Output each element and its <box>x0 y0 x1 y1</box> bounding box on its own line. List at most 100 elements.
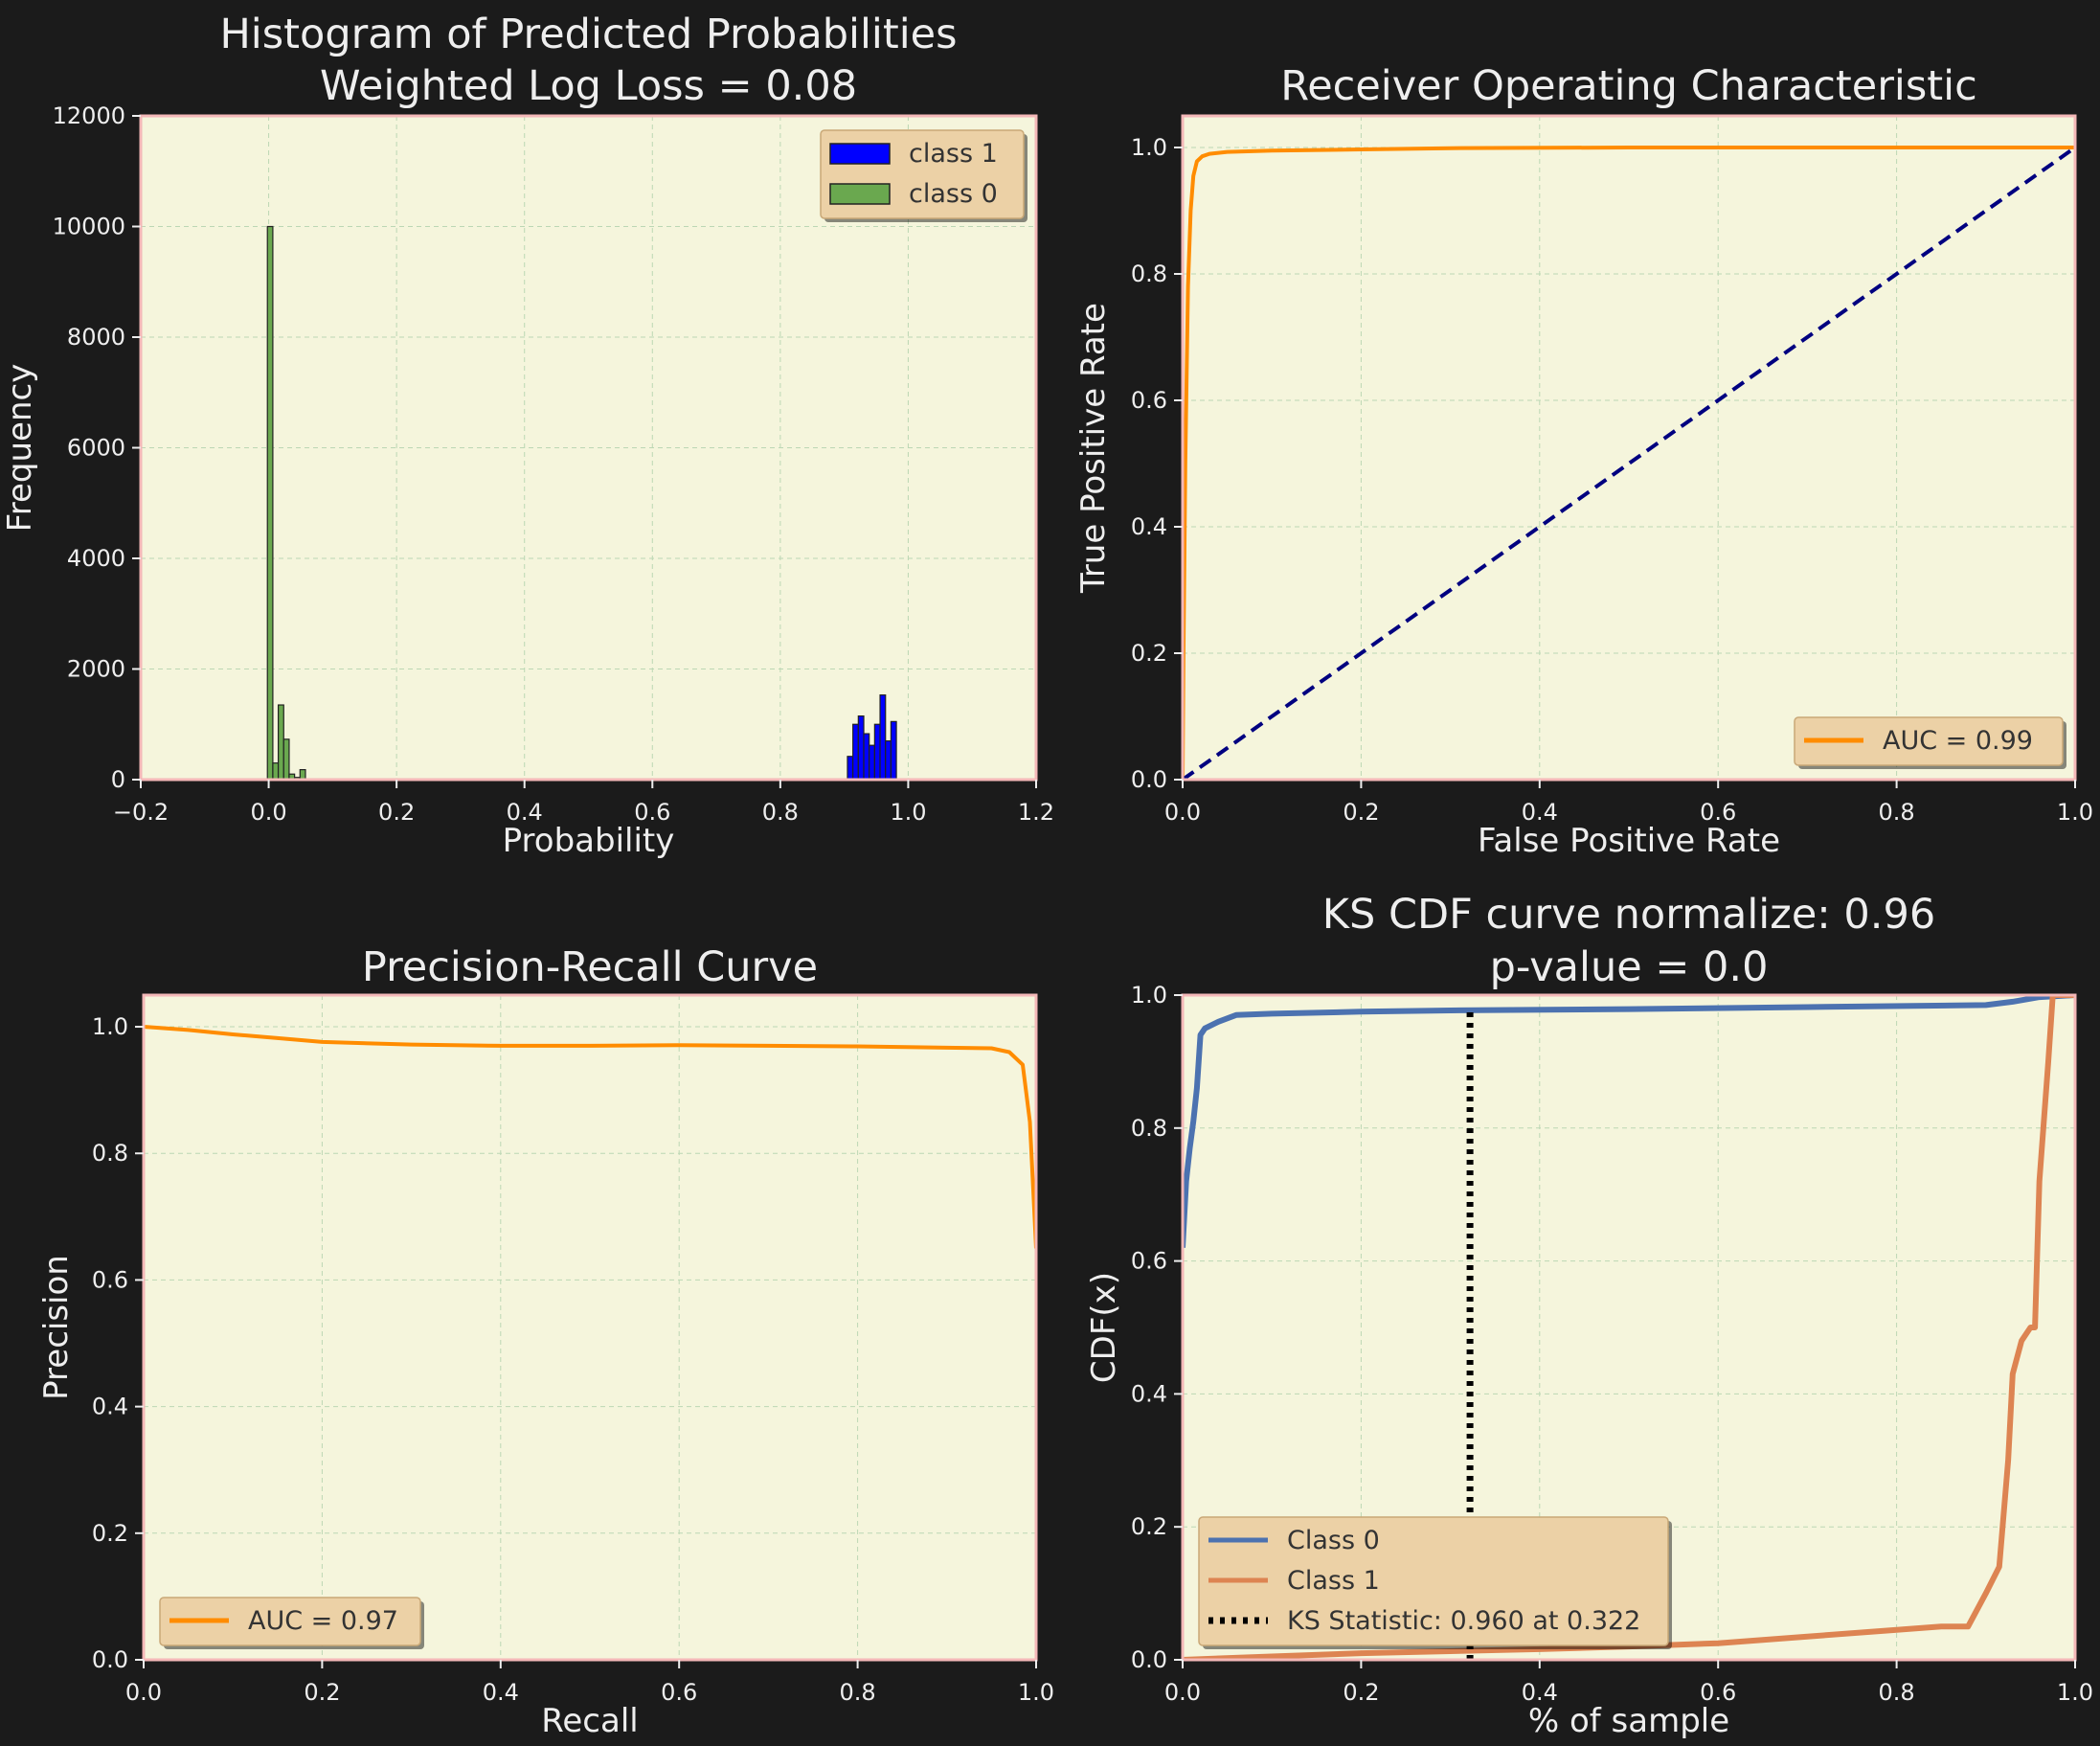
bar-class-1-0 <box>847 756 854 780</box>
x-tick-label: 0.6 <box>661 1679 697 1706</box>
x-tick-label: 0.8 <box>840 1679 876 1706</box>
bar-class-1-8 <box>890 720 897 780</box>
chart-title: Precision-Recall Curve <box>362 943 818 991</box>
x-tick-label: 0.4 <box>483 1679 519 1706</box>
y-tick-label: 6000 <box>67 435 125 462</box>
bar-class-0-6 <box>299 769 306 780</box>
legend: Class 0 Class 1 KS Statistic: 0.960 at 0.3… <box>1198 1516 1672 1649</box>
x-tick-label: 0.8 <box>762 799 799 826</box>
y-tick-label: 12000 <box>53 102 125 129</box>
y-tick-label: 1.0 <box>92 1013 128 1040</box>
legend-label-auc-0-99: AUC = 0.99 <box>1883 726 2033 756</box>
x-tick-label: 0.0 <box>1164 799 1201 826</box>
legend-label-ks-statistic-0-960-at-0-322: KS Statistic: 0.960 at 0.322 <box>1287 1606 1640 1636</box>
bar-class-1-1 <box>852 723 859 780</box>
bar-class-0-3 <box>282 738 290 780</box>
y-tick-label: 0 <box>111 766 125 793</box>
bar-class-1-2 <box>857 714 865 780</box>
plot-frame <box>1181 114 2077 782</box>
legend-label-class-1: Class 1 <box>1287 1566 1380 1596</box>
x-tick-label: 0.6 <box>634 799 670 826</box>
legend-label-auc-0-97: AUC = 0.97 <box>248 1606 398 1636</box>
y-tick-label: 0.6 <box>1131 1248 1167 1275</box>
x-axis-label: Recall <box>541 1702 638 1740</box>
x-tick-label: 1.0 <box>1018 1679 1054 1706</box>
bar-class-0-0 <box>266 225 274 780</box>
line-reference-diagonal <box>1183 146 2075 780</box>
x-tick-label: 0.0 <box>250 799 286 826</box>
legend-box <box>1794 716 2064 766</box>
x-tick-label: 0.6 <box>1700 1679 1736 1706</box>
y-tick-label: 2000 <box>67 656 125 683</box>
y-axis-label: Precision <box>37 1255 76 1400</box>
bar-class-1-3 <box>863 733 870 780</box>
x-tick-label: 1.2 <box>1018 799 1054 826</box>
bar-class-1-7 <box>885 739 892 780</box>
x-tick-label: 1.0 <box>890 799 926 826</box>
x-tick-label: 0.8 <box>1879 1679 1915 1706</box>
y-tick-label: 0.4 <box>1131 513 1167 540</box>
legend-label-class-0: class 0 <box>909 179 998 209</box>
y-tick-label: 0.8 <box>1131 261 1167 287</box>
x-tick-label: 0.2 <box>304 1679 340 1706</box>
x-tick-label: 0.2 <box>1343 799 1379 826</box>
x-axis-label: Probability <box>503 822 675 860</box>
legend-box <box>159 1597 421 1646</box>
x-tick-label: 0.0 <box>1164 1679 1201 1706</box>
y-tick-label: 0.2 <box>1131 1513 1167 1540</box>
y-tick-label: 0.0 <box>1131 1646 1167 1673</box>
chart-title-line-2: Weighted Log Loss = 0.08 <box>320 62 857 110</box>
legend: AUC = 0.99 <box>1794 716 2066 769</box>
x-tick-label: 0.4 <box>507 799 543 826</box>
ks-chart: 0.0 0.2 0.4 0.6 0.8 1.0 0.0 0.2 0.4 0.6 0.8 1.0 KS C… <box>1085 891 2093 1740</box>
x-tick-label: 1.0 <box>2057 799 2093 826</box>
legend-label-class-0: Class 0 <box>1287 1526 1380 1555</box>
legend: AUC = 0.97 <box>159 1597 424 1649</box>
x-tick-label: 0.4 <box>1522 1679 1558 1706</box>
x-tick-label: 0.2 <box>1343 1679 1379 1706</box>
y-axis-label: True Positive Rate <box>1074 303 1113 594</box>
series-layer <box>266 225 897 780</box>
plot-frame <box>142 993 1038 1662</box>
series-layer <box>1183 146 2075 780</box>
line-class-1 <box>1183 995 2075 1660</box>
y-tick-label: 8000 <box>67 324 125 351</box>
x-tick-label: 0.4 <box>1522 799 1558 826</box>
chart-title-line-2: p-value = 0.0 <box>1490 943 1769 991</box>
y-tick-label: 1.0 <box>1131 982 1167 1009</box>
x-tick-label: 0.8 <box>1879 799 1915 826</box>
x-tick-label: 0.0 <box>125 1679 162 1706</box>
y-tick-label: 0.8 <box>1131 1115 1167 1142</box>
x-tick-label: 0.2 <box>378 799 415 826</box>
line-class-0 <box>1183 995 2075 1248</box>
chart-title: Histogram of Predicted Probabilities <box>219 11 957 58</box>
bar-class-0-2 <box>277 704 284 780</box>
y-tick-label: 0.6 <box>92 1266 128 1293</box>
y-tick-label: 10000 <box>53 214 125 240</box>
roc-chart: 0.0 0.2 0.4 0.6 0.8 1.0 0.0 0.2 0.4 0.6 0.8 1.0 Rece… <box>1074 62 2093 860</box>
y-tick-label: 0.0 <box>1131 766 1167 793</box>
y-tick-label: 0.0 <box>92 1646 128 1673</box>
plot-area <box>144 995 1036 1660</box>
plot-area <box>1183 116 2075 780</box>
y-tick-label: 0.4 <box>92 1394 128 1420</box>
series-layer <box>144 1025 1036 1249</box>
legend-box <box>1198 1516 1669 1646</box>
x-axis-label: % of sample <box>1528 1702 1729 1740</box>
chart-title: Receiver Operating Characteristic <box>1280 62 1976 110</box>
y-tick-label: 0.4 <box>1131 1380 1167 1407</box>
y-tick-label: 0.6 <box>1131 387 1167 414</box>
legend-label-class-1: class 1 <box>909 139 998 169</box>
line-auc-0-99 <box>1183 146 2075 780</box>
legend-swatch <box>829 183 891 205</box>
y-tick-label: 0.8 <box>92 1140 128 1167</box>
y-axis-label: CDF(x) <box>1085 1272 1123 1383</box>
chart-title: KS CDF curve normalize: 0.96 <box>1322 891 1935 939</box>
x-axis-label: False Positive Rate <box>1478 822 1780 860</box>
x-tick-label: 1.0 <box>2057 1679 2093 1706</box>
x-tick-label: 0.6 <box>1700 799 1736 826</box>
bar-class-1-5 <box>873 723 881 780</box>
y-tick-label: 0.2 <box>92 1520 128 1547</box>
bar-class-1-4 <box>869 744 875 780</box>
y-tick-label: 1.0 <box>1131 134 1167 161</box>
